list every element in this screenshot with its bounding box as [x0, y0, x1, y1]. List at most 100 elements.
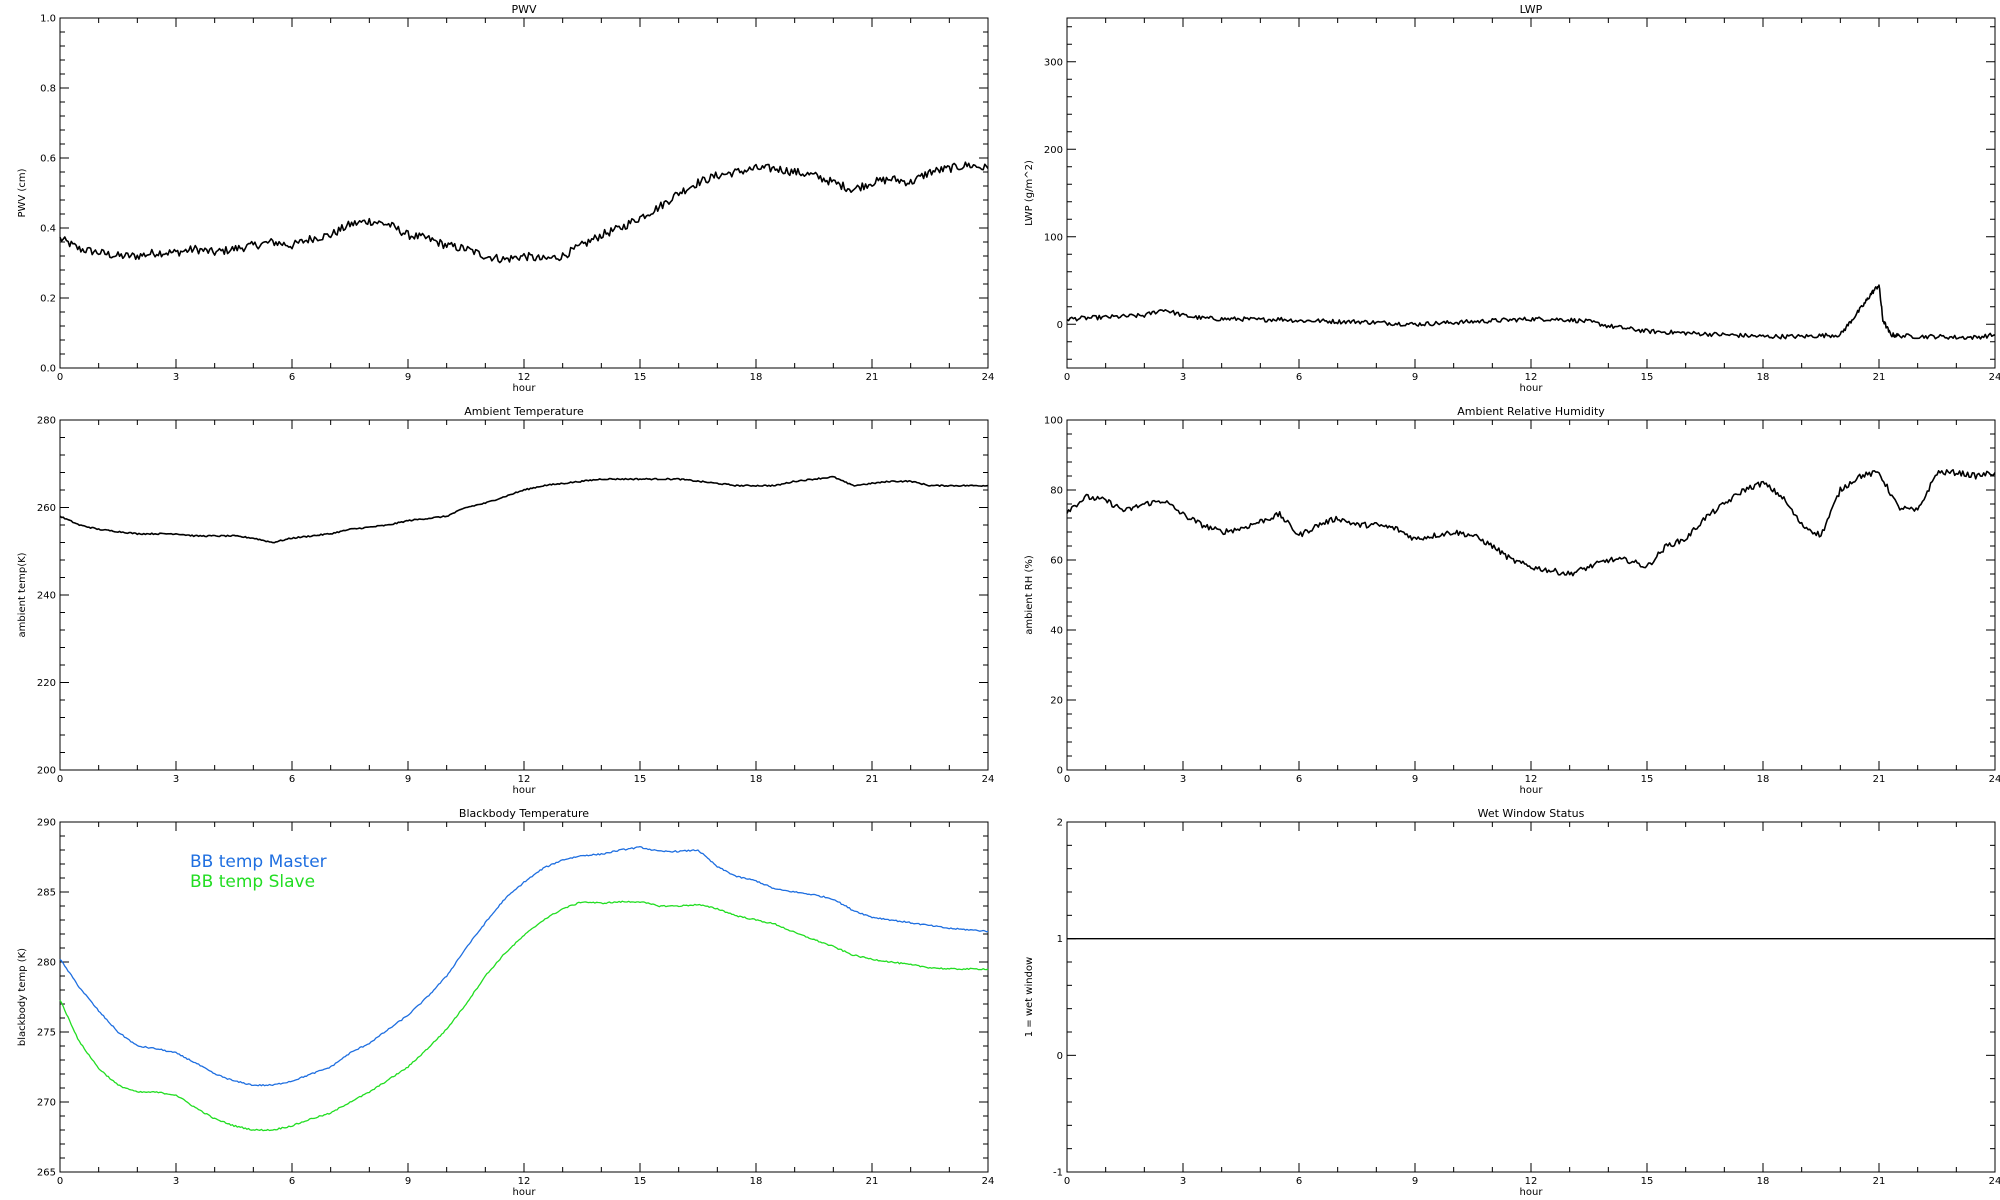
x-tick-label: 9 [405, 1176, 411, 1187]
chart-title: Ambient Relative Humidity [1457, 405, 1605, 418]
chart-panel-3: Ambient Relative Humidity 0 3 6 9 12 15 18 21 24 h… [1024, 405, 2000, 796]
chart-title: LWP [1520, 3, 1543, 16]
series-line-0 [1066, 284, 1996, 341]
x-tick-label: 12 [1525, 1176, 1538, 1187]
y-tick-label: 0.4 [40, 224, 56, 235]
y-tick-label: 290 [37, 818, 56, 829]
x-tick-label: 6 [289, 372, 295, 383]
x-axis-label: hour [1520, 785, 1544, 796]
x-tick-label: 18 [750, 372, 763, 383]
chart-title: PWV [511, 3, 537, 16]
x-tick-label: 24 [1989, 774, 2000, 785]
x-tick-label: 3 [1180, 774, 1186, 785]
plot-frame [1066, 419, 1996, 771]
x-tick-label: 21 [866, 774, 879, 785]
y-tick-label: 0.0 [40, 364, 56, 375]
plot-frame [59, 17, 989, 369]
x-tick-label: 3 [173, 1176, 179, 1187]
y-tick-label: 275 [37, 1028, 56, 1039]
x-tick-label: 6 [1296, 372, 1302, 383]
y-tick-label: 270 [37, 1098, 56, 1109]
x-tick-label: 0 [1064, 372, 1070, 383]
y-axis-label: PWV (cm) [17, 168, 28, 217]
x-tick-label: 3 [1180, 1176, 1186, 1187]
y-tick-label: 2 [1057, 818, 1063, 829]
y-tick-label: 200 [37, 766, 56, 777]
y-tick-label: 0 [1057, 320, 1063, 331]
chart-panel-4: Blackbody Temperature 0 3 6 9 12 15 18 21 24 hour 2… [17, 807, 994, 1198]
x-axis-label: hour [1520, 1187, 1544, 1198]
x-tick-label: 15 [634, 1176, 647, 1187]
x-tick-label: 0 [57, 372, 63, 383]
plot-frame [1066, 821, 1996, 1173]
y-tick-label: 100 [1044, 232, 1063, 243]
x-tick-label: 24 [982, 774, 995, 785]
x-tick-label: 18 [1757, 1176, 1770, 1187]
x-axis-label: hour [1520, 383, 1544, 394]
x-tick-label: 9 [405, 372, 411, 383]
x-tick-label: 18 [750, 774, 763, 785]
y-tick-label: 280 [37, 958, 56, 969]
x-tick-label: 24 [982, 1176, 995, 1187]
y-tick-label: 0.6 [40, 154, 56, 165]
x-tick-label: 24 [1989, 372, 2000, 383]
x-tick-label: 9 [1412, 774, 1418, 785]
y-tick-label: 80 [1050, 486, 1063, 497]
x-tick-label: 21 [1873, 1176, 1886, 1187]
x-tick-label: 15 [1641, 372, 1654, 383]
y-tick-label: 200 [1044, 145, 1063, 156]
x-tick-label: 3 [173, 774, 179, 785]
y-tick-label: 300 [1044, 57, 1063, 68]
x-axis-label: hour [513, 383, 537, 394]
y-tick-label: 0 [1057, 766, 1063, 777]
x-tick-label: 9 [405, 774, 411, 785]
series-line-1 [59, 900, 989, 1132]
chart-title: Blackbody Temperature [459, 807, 589, 820]
y-axis-label: ambient RH (%) [1024, 555, 1035, 635]
y-tick-label: 265 [37, 1168, 56, 1179]
x-tick-label: 0 [57, 1176, 63, 1187]
x-tick-label: 6 [289, 1176, 295, 1187]
y-tick-label: 0 [1057, 1051, 1063, 1062]
x-tick-label: 6 [1296, 774, 1302, 785]
x-tick-label: 12 [518, 372, 531, 383]
x-tick-label: 12 [1525, 372, 1538, 383]
y-tick-label: -1 [1053, 1168, 1063, 1179]
y-axis-label: LWP (g/m^2) [1024, 160, 1035, 226]
x-tick-label: 12 [1525, 774, 1538, 785]
y-tick-label: 1.0 [40, 14, 56, 25]
y-tick-label: 60 [1050, 556, 1063, 567]
plot-frame [59, 419, 989, 771]
series-line-0 [59, 845, 989, 1087]
x-tick-label: 18 [1757, 372, 1770, 383]
x-tick-label: 18 [1757, 774, 1770, 785]
series-line-0 [1066, 468, 1996, 577]
y-tick-label: 0.2 [40, 294, 56, 305]
y-tick-label: 285 [37, 888, 56, 899]
chart-panel-0: PWV 0 3 6 9 12 15 18 21 24 hour 0.0 0.2 0.4 0.6 0.8 1.0 P… [17, 3, 994, 394]
y-tick-label: 260 [37, 503, 56, 514]
y-tick-label: 280 [37, 416, 56, 427]
x-tick-label: 6 [1296, 1176, 1302, 1187]
y-tick-label: 100 [1044, 416, 1063, 427]
chart-title: Ambient Temperature [464, 405, 584, 418]
chart-panel-1: LWP 0 3 6 9 12 15 18 21 24 hour 0 100 200 300 LWP (g/m^… [1024, 3, 2000, 394]
x-tick-label: 0 [1064, 1176, 1070, 1187]
x-tick-label: 18 [750, 1176, 763, 1187]
x-tick-label: 24 [982, 372, 995, 383]
chart-panel-2: Ambient Temperature 0 3 6 9 12 15 18 21 24 hour 200… [17, 405, 994, 796]
x-tick-label: 15 [1641, 1176, 1654, 1187]
x-tick-label: 9 [1412, 1176, 1418, 1187]
chart-title: Wet Window Status [1478, 807, 1585, 820]
x-axis-label: hour [513, 1187, 537, 1198]
y-tick-label: 220 [37, 678, 56, 689]
y-tick-label: 20 [1050, 696, 1063, 707]
y-tick-label: 240 [37, 591, 56, 602]
x-tick-label: 3 [173, 372, 179, 383]
y-axis-label: 1 = wet window [1024, 957, 1035, 1037]
x-tick-label: 21 [1873, 774, 1886, 785]
y-tick-label: 0.8 [40, 84, 56, 95]
x-tick-label: 24 [1989, 1176, 2000, 1187]
x-tick-label: 0 [57, 774, 63, 785]
